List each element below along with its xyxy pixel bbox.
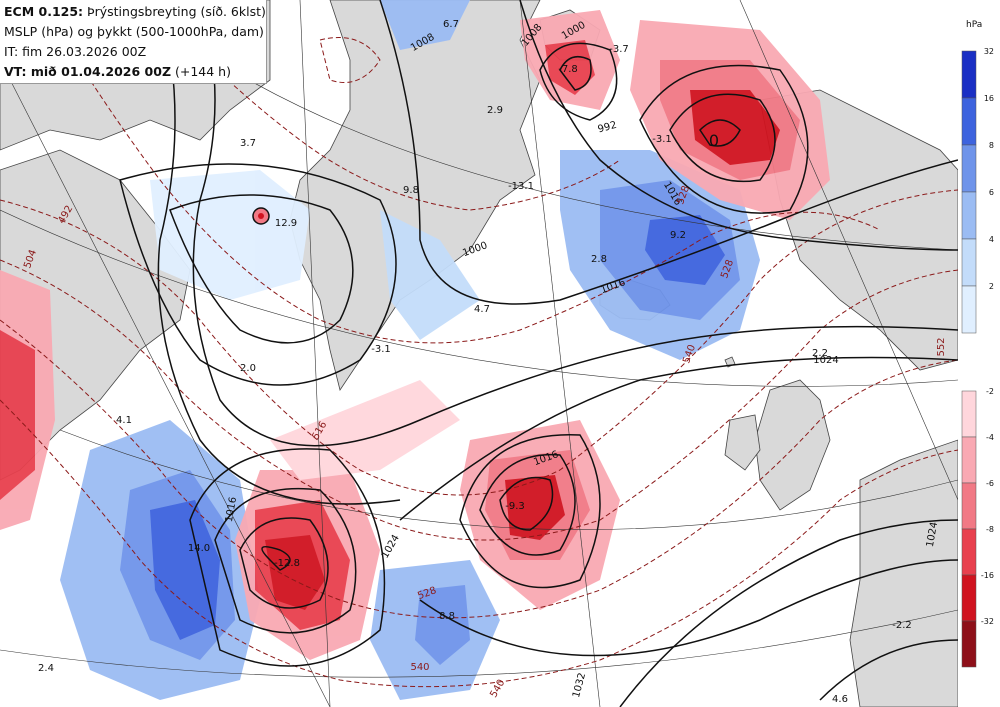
pressure-change-label: -13.1 [508, 181, 534, 192]
legend-tick-label: -6 [986, 479, 994, 488]
legend-swatch [961, 191, 977, 240]
legend-swatch [961, 390, 977, 438]
legend-swatch [961, 50, 977, 99]
europe [849, 439, 958, 707]
weather-map: 1000 1008 1008 1016 1024 1024 1024 1032 … [0, 0, 958, 707]
legend-tick-label: 6 [989, 188, 994, 197]
pressure-change-label: -3.7 [609, 44, 629, 55]
pressure-change-label: 9.8 [403, 185, 419, 196]
legend-swatch [961, 574, 977, 622]
legend-tick-label: -16 [981, 571, 994, 580]
low-pressure-marker [252, 207, 270, 225]
model-name: ECM 0.125: [4, 4, 84, 19]
legend-tick-label: -32 [981, 617, 994, 626]
isobars [119, 0, 958, 707]
product-name: Þrýstingsbreyting (síð. 6klst) [87, 4, 266, 19]
legend-swatch [961, 97, 977, 146]
pressure-change-label: -12.8 [274, 558, 300, 569]
pressure-change-label: 4.1 [116, 415, 132, 426]
ireland [724, 414, 761, 471]
thickness-label: 540 [410, 662, 429, 673]
pressure-change-label: 0 [709, 131, 719, 150]
valid-time: VT: mið 01.04.2026 00Z [4, 64, 172, 79]
pressure-change-label: 14.0 [188, 543, 210, 554]
pressure-change-label: 2.8 [591, 254, 607, 265]
pressure-change-label: 4.7 [474, 304, 490, 315]
legend-swatch [961, 238, 977, 287]
legend-swatch [961, 285, 977, 334]
isobar-label: 1024 [813, 355, 838, 366]
legend-swatch [961, 482, 977, 530]
pressure-fall-shading [0, 10, 830, 660]
pressure-change-label: 4.6 [832, 694, 848, 705]
legend-swatch [961, 620, 977, 668]
fields-description: MSLP (hPa) og þykkt (500-1000hPa, dam) [4, 24, 264, 39]
pressure-change-label: -3.1 [371, 344, 391, 355]
legend-tick-label: -8 [986, 525, 994, 534]
forecast-hour: (+144 h) [175, 64, 231, 79]
pressure-change-label: 2.4 [38, 663, 54, 674]
pressure-change-label-group: 6.7 2.9 -3.1 -3.7 -7.8 9.2 2.8 4.7 12.9 … [38, 19, 912, 705]
isobar-label: 1024 [925, 521, 940, 548]
pressure-rise-shading [60, 0, 760, 700]
pressure-change-label: -2.2 [892, 620, 912, 631]
pressure-change-label: -3.1 [652, 134, 672, 145]
legend-swatch [961, 144, 977, 193]
pressure-change-label: 9.2 [670, 230, 686, 241]
pressure-change-label: 8.8 [439, 611, 455, 622]
legend-unit: hPa [966, 20, 982, 30]
color-legend: hPa 32 16 8 6 4 2 -2 -4 -6 -8 -16 -32 [958, 0, 1000, 707]
legend-swatch [961, 528, 977, 576]
legend-tick-label: 4 [989, 235, 994, 244]
map-info-box: ECM 0.125: Þrýstingsbreyting (síð. 6klst… [0, 0, 267, 84]
init-time: IT: fim 26.03.2026 00Z [4, 44, 147, 59]
legend-tick-label: 2 [989, 282, 994, 291]
legend-tick-label: 16 [984, 94, 994, 103]
legend-tick-label: -4 [986, 433, 994, 442]
pressure-change-label: 3.7 [240, 138, 256, 149]
pressure-change-label: 2.9 [487, 105, 503, 116]
isobar-label: 992 [597, 120, 618, 136]
isobar-label: 1016 [224, 496, 239, 523]
legend-tick-label: -2 [986, 387, 994, 396]
pressure-change-label: 6.7 [443, 19, 459, 30]
pressure-change-label: -9.3 [505, 501, 525, 512]
legend-rise-scale: 32 16 8 6 4 2 [961, 47, 994, 334]
pressure-change-label: 2.0 [240, 363, 256, 374]
pressure-change-label: 2.2 [812, 348, 828, 359]
pressure-change-label: -7.8 [558, 64, 578, 75]
legend-swatch [961, 436, 977, 484]
thickness-label: 552 [936, 337, 947, 356]
pressure-change-label: 12.9 [275, 218, 297, 229]
legend-tick-label: 8 [989, 141, 994, 150]
legend-fall-scale: -2 -4 -6 -8 -16 -32 [961, 387, 994, 668]
legend-tick-label: 32 [984, 47, 994, 56]
